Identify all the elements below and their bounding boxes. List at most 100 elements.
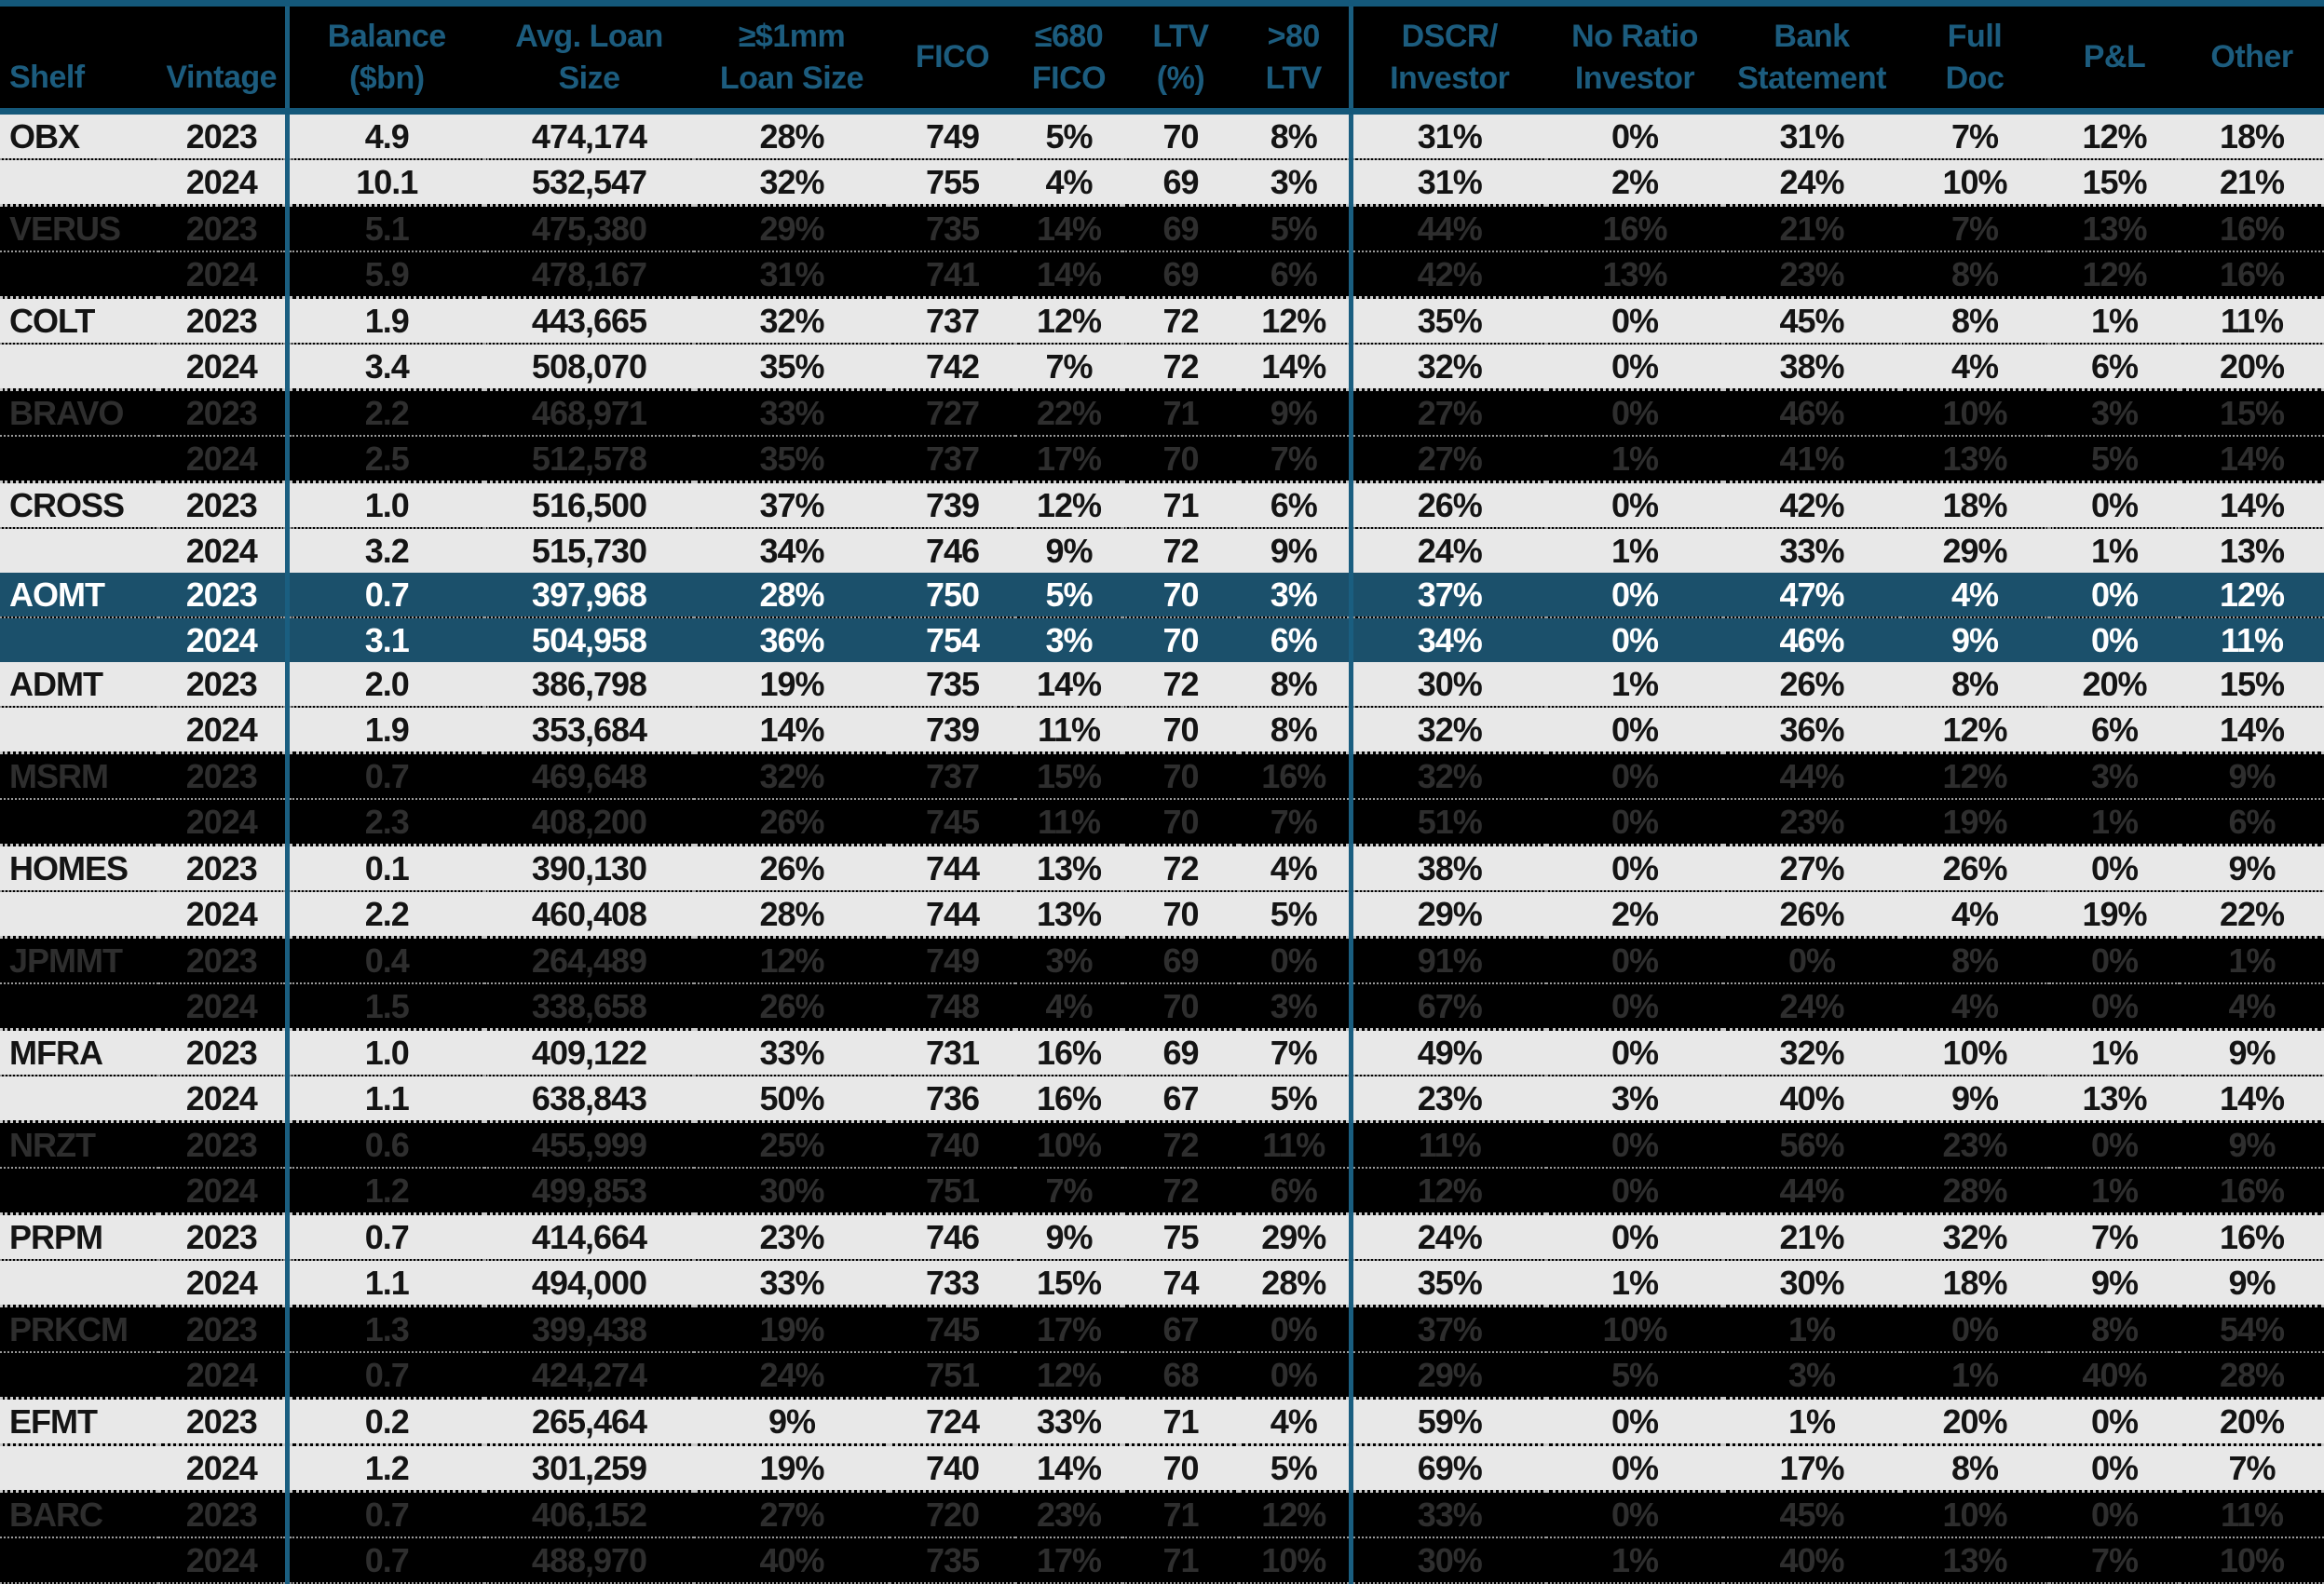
cell-dscr-investor: 31% [1351,158,1546,206]
cell-fico: 744 [890,844,1015,891]
cell-shelf: PRKCM [0,1305,158,1352]
table-row-efmt-2023: EFMT 2023 0.2 265,464 9% 724 33% 71 4% 5… [0,1397,2324,1445]
cell-ge-1mm-loan-size: 26% [694,798,890,846]
cell-pl: 0% [2049,844,2180,891]
cell-no-ratio-investor: 1% [1546,1259,1723,1306]
cell-gt-80-ltv: 7% [1239,435,1353,482]
cell-full-doc: 7% [1900,111,2049,159]
cell-balance: 5.9 [287,250,484,298]
cell-ltv: 67 [1122,1075,1239,1122]
cell-no-ratio-investor: 0% [1546,343,1723,390]
cell-balance: 1.9 [287,706,484,753]
cell-other: 21% [2180,158,2324,206]
cell-no-ratio-investor: 0% [1546,1490,1723,1537]
cell-ge-1mm-loan-size: 28% [694,111,890,159]
table-row-verus-2024: 2024 5.9 478,167 31% 741 14% 69 6% 42% 1… [0,250,2324,298]
cell-no-ratio-investor: 0% [1546,1120,1723,1168]
cell-no-ratio-investor: 10% [1546,1305,1723,1352]
cell-le-680-fico: 11% [1015,798,1122,846]
cell-balance: 2.3 [287,798,484,846]
cell-no-ratio-investor: 0% [1546,573,1723,617]
cell-le-680-fico: 9% [1015,1212,1122,1260]
cell-le-680-fico: 12% [1015,296,1122,344]
cell-le-680-fico: 13% [1015,844,1122,891]
cell-ge-1mm-loan-size: 50% [694,1075,890,1122]
cell-vintage: 2023 [158,1028,290,1076]
cell-le-680-fico: 14% [1015,204,1122,251]
cell-ltv: 71 [1122,1490,1239,1537]
cell-fico: 746 [890,527,1015,573]
cell-dscr-investor: 27% [1351,435,1546,482]
cell-gt-80-ltv: 12% [1239,1490,1353,1537]
cell-dscr-investor: 12% [1351,1167,1546,1214]
cell-fico: 740 [890,1120,1015,1168]
cell-ge-1mm-loan-size: 14% [694,706,890,753]
cell-pl: 1% [2049,296,2180,344]
cell-avg-loan-size: 265,464 [484,1397,694,1445]
cell-full-doc: 4% [1900,890,2049,938]
cell-le-680-fico: 17% [1015,1305,1122,1352]
cell-avg-loan-size: 478,167 [484,250,694,298]
cell-dscr-investor: 69% [1351,1443,1546,1492]
cell-ltv: 70 [1122,982,1239,1030]
cell-dscr-investor: 32% [1351,706,1546,753]
cell-no-ratio-investor: 0% [1546,388,1723,436]
cell-other: 11% [2180,616,2324,662]
cell-ge-1mm-loan-size: 19% [694,1305,890,1352]
cell-le-680-fico: 14% [1015,1443,1122,1492]
column-header-gt-80-ltv: >80 LTV [1239,3,1353,115]
cell-fico: 746 [890,1212,1015,1260]
cell-shelf: BRAVO [0,388,158,436]
cell-full-doc: 8% [1900,1443,2049,1492]
cell-gt-80-ltv: 6% [1239,1167,1353,1214]
cell-pl: 1% [2049,798,2180,846]
table-row-admt-2023: ADMT 2023 2.0 386,798 19% 735 14% 72 8% … [0,662,2324,707]
cell-pl: 15% [2049,158,2180,206]
cell-fico: 731 [890,1028,1015,1076]
cell-full-doc: 18% [1900,481,2049,528]
cell-dscr-investor: 27% [1351,388,1546,436]
cell-full-doc: 8% [1900,936,2049,983]
cell-fico: 745 [890,798,1015,846]
cell-balance: 1.2 [287,1443,484,1492]
cell-gt-80-ltv: 4% [1239,1397,1353,1445]
column-header-shelf: Shelf [0,3,158,115]
cell-balance: 5.1 [287,204,484,251]
cell-vintage: 2023 [158,662,290,707]
cell-bank-statement: 1% [1723,1397,1900,1445]
cell-dscr-investor: 29% [1351,890,1546,938]
cell-avg-loan-size: 409,122 [484,1028,694,1076]
cell-ltv: 72 [1122,296,1239,344]
cell-full-doc: 32% [1900,1212,2049,1260]
cell-ge-1mm-loan-size: 29% [694,204,890,251]
table-row-obx-2024: 2024 10.1 532,547 32% 755 4% 69 3% 31% 2… [0,158,2324,206]
cell-ge-1mm-loan-size: 28% [694,890,890,938]
cell-vintage: 2024 [158,343,290,390]
cell-le-680-fico: 11% [1015,706,1122,753]
table-row-aomt-2024: 2024 3.1 504,958 36% 754 3% 70 6% 34% 0%… [0,616,2324,662]
cell-avg-loan-size: 474,174 [484,111,694,159]
table-row-msrm-2024: 2024 2.3 408,200 26% 745 11% 70 7% 51% 0… [0,798,2324,846]
column-header-other: Other [2180,3,2324,115]
cell-shelf [0,250,158,298]
table-row-verus-2023: VERUS 2023 5.1 475,380 29% 735 14% 69 5%… [0,204,2324,251]
cell-fico: 742 [890,343,1015,390]
cell-vintage: 2024 [158,798,290,846]
cell-dscr-investor: 35% [1351,296,1546,344]
cell-bank-statement: 46% [1723,388,1900,436]
cell-fico: 727 [890,388,1015,436]
cell-vintage: 2024 [158,1351,290,1399]
column-header-vintage: Vintage [158,3,290,115]
cell-ltv: 69 [1122,936,1239,983]
table-row-bravo-2023: BRAVO 2023 2.2 468,971 33% 727 22% 71 9%… [0,388,2324,436]
cell-other: 6% [2180,798,2324,846]
cell-avg-loan-size: 338,658 [484,982,694,1030]
cell-fico: 749 [890,111,1015,159]
cell-other: 11% [2180,296,2324,344]
cell-full-doc: 23% [1900,1120,2049,1168]
cell-gt-80-ltv: 8% [1239,111,1353,159]
cell-dscr-investor: 30% [1351,1537,1546,1584]
cell-other: 4% [2180,982,2324,1030]
cell-ltv: 70 [1122,798,1239,846]
